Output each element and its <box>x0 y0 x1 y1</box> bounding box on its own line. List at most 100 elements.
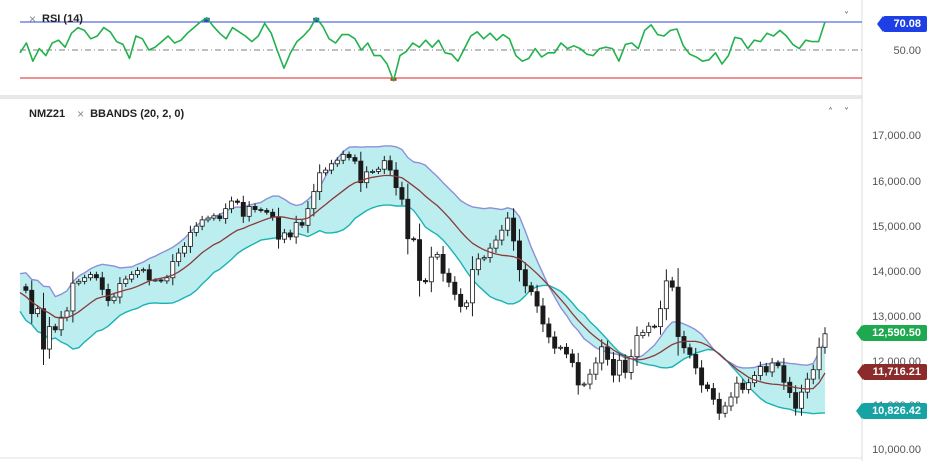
candle-body <box>135 270 140 276</box>
candle-body <box>70 282 76 312</box>
candle-body <box>93 274 99 279</box>
candle-body <box>364 171 370 184</box>
chevron-down-icon[interactable]: ˅ <box>844 107 849 118</box>
chevron-up-icon[interactable]: ˄ <box>828 107 833 118</box>
candle-body <box>281 232 287 240</box>
price-tick-label: 13,000.00 <box>872 311 921 323</box>
rsi-header: × RSI (14) <box>29 12 83 26</box>
candle-body <box>710 388 716 400</box>
candle-body <box>428 256 434 283</box>
candle-body <box>640 332 646 337</box>
candle-body <box>334 159 340 165</box>
candle-body <box>734 382 740 398</box>
candle-body <box>599 346 605 364</box>
candle-body <box>58 316 64 331</box>
candle-body <box>399 187 405 200</box>
candle-body <box>769 362 775 373</box>
candle-body <box>728 396 734 407</box>
candle-body <box>746 382 752 390</box>
candle-body <box>693 354 699 369</box>
candle-body <box>458 293 464 307</box>
candle-body <box>605 346 611 360</box>
candle-body <box>88 274 93 279</box>
candle-body <box>140 269 146 272</box>
candle-body <box>475 258 481 271</box>
candle-body <box>246 206 252 217</box>
candle-body <box>405 198 411 240</box>
candle-body <box>634 335 640 358</box>
candle-body <box>528 285 534 293</box>
candle-body <box>622 359 628 373</box>
candle-body <box>687 347 693 355</box>
price-tick-label: 17,000.00 <box>872 130 921 142</box>
candle-body <box>522 269 528 287</box>
candle-body <box>757 366 763 376</box>
candle-body <box>587 373 593 385</box>
price-tick-label: 15,000.00 <box>872 221 921 233</box>
candle-body <box>652 325 658 328</box>
candle-body <box>558 346 564 349</box>
candle-body <box>434 254 440 258</box>
candle-body <box>252 206 258 210</box>
candle-body <box>323 169 329 174</box>
bbands-lower-line <box>19 204 826 415</box>
candle-body <box>64 310 70 318</box>
candle-body <box>564 346 569 355</box>
candle-body <box>129 274 135 280</box>
candle-body <box>393 169 399 188</box>
candle-body <box>111 296 117 302</box>
rsi-line <box>19 16 826 82</box>
candle-body <box>240 201 246 217</box>
candle-body <box>99 277 105 290</box>
symbol-label: NMZ21 <box>29 108 66 120</box>
candle-body <box>258 209 264 211</box>
candle-body <box>569 353 575 363</box>
candle-body <box>223 208 229 219</box>
candle-body <box>287 232 293 238</box>
candle-body <box>217 215 223 219</box>
candle-body <box>787 381 793 393</box>
candle-body <box>499 229 505 241</box>
candle-body <box>511 217 517 242</box>
rsi-tick-label: 50.00 <box>893 45 921 57</box>
candle-body <box>781 365 787 383</box>
candle-body <box>370 171 376 173</box>
candle-body <box>440 254 446 274</box>
candle-body <box>164 277 170 282</box>
bbands-label: BBANDS (20, 2, 0) <box>90 108 185 120</box>
candle-body <box>469 269 475 304</box>
close-bbands-icon[interactable]: × <box>77 107 85 121</box>
middle-band-badge: 11,716.21 <box>856 364 927 380</box>
candle-body <box>35 308 41 315</box>
candle-body <box>581 383 587 386</box>
candle-body <box>593 362 599 375</box>
candle-body <box>740 382 746 390</box>
candle-body <box>628 356 634 373</box>
price-value-badge: 12,590.50 <box>856 325 927 341</box>
rsi-value-badge: 70.08 <box>877 16 927 32</box>
candle-body <box>716 398 722 414</box>
candle-body <box>46 326 52 350</box>
price-tick-label: 14,000.00 <box>872 266 921 278</box>
close-rsi-icon[interactable]: × <box>29 12 37 26</box>
candle-body <box>264 210 270 213</box>
candle-body <box>663 280 669 310</box>
candle-body <box>699 367 705 386</box>
candle-body <box>481 257 487 260</box>
candle-body <box>328 163 334 171</box>
candle-body <box>722 405 728 414</box>
candle-body <box>505 217 511 231</box>
candle-body <box>52 326 58 331</box>
rsi-label: RSI (14) <box>42 13 83 25</box>
candle-body <box>611 358 616 376</box>
candle-body <box>187 232 193 247</box>
candle-body <box>82 277 88 282</box>
candle-body <box>763 366 769 373</box>
candle-body <box>804 378 810 393</box>
candle-body <box>810 369 816 380</box>
bbands-middle-line <box>19 174 826 390</box>
candle-body <box>146 269 152 281</box>
candle-body <box>705 384 710 389</box>
chevron-down-icon[interactable]: ˅ <box>844 11 849 22</box>
